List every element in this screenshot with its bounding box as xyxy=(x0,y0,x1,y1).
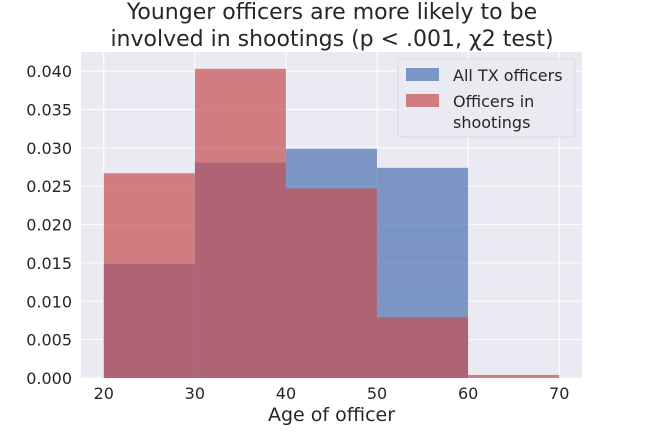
y-tick-label: 0.035 xyxy=(26,101,72,120)
legend-swatch-2 xyxy=(406,94,439,107)
y-tick-label: 0.030 xyxy=(26,139,72,158)
bar-series-2-bin-1 xyxy=(103,173,195,378)
legend-label-2: Officers in xyxy=(453,92,534,111)
x-axis-label: Age of officer xyxy=(268,404,395,426)
y-axis-ticks: 0.000 0.005 0.010 0.015 0.020 0.025 0.030 0.035… xyxy=(26,62,72,388)
y-tick-label: 0.005 xyxy=(26,331,72,350)
y-tick-label: 0.015 xyxy=(26,254,72,273)
x-tick-label: 40 xyxy=(276,384,296,403)
x-tick-label: 50 xyxy=(367,384,387,403)
x-tick-label: 20 xyxy=(94,384,114,403)
y-tick-label: 0.025 xyxy=(26,177,72,196)
y-tick-label: 0.010 xyxy=(26,292,72,311)
bar-series-2-bin-3 xyxy=(285,188,378,378)
x-axis-ticks: 20 30 40 50 60 70 xyxy=(94,384,570,403)
legend-frame xyxy=(397,58,576,138)
x-tick-label: 60 xyxy=(458,384,478,403)
bars xyxy=(103,68,560,378)
legend-label-2: shootings xyxy=(453,113,530,132)
legend-label-1: All TX officers xyxy=(453,66,563,85)
bar-series-2-bin-2 xyxy=(194,68,286,378)
y-tick-label: 0.020 xyxy=(26,216,72,235)
chart-title-line-2: involved in shootings (p < .001, χ2 test… xyxy=(110,27,553,52)
bar-series-2-bin-5 xyxy=(468,374,560,378)
x-tick-label: 30 xyxy=(185,384,205,403)
y-tick-label: 0.040 xyxy=(26,62,72,81)
chart-title: Younger officers are more likely to be i… xyxy=(110,0,553,52)
bar-series-2-bin-4 xyxy=(377,317,469,378)
chart-title-line-1: Younger officers are more likely to be xyxy=(126,0,537,25)
legend-swatch-1 xyxy=(406,68,439,81)
legend: All TX officers Officers in shootings xyxy=(397,58,576,138)
x-tick-label: 70 xyxy=(549,384,569,403)
y-tick-label: 0.000 xyxy=(26,369,72,388)
